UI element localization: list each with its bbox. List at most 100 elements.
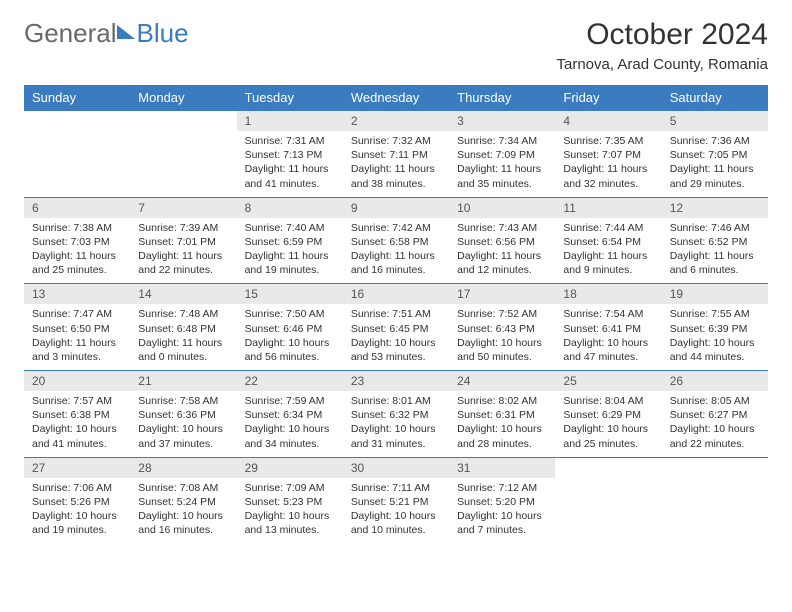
weekday-header: Friday	[555, 85, 661, 111]
calendar-cell: 7Sunrise: 7:39 AMSunset: 7:01 PMDaylight…	[130, 197, 236, 284]
calendar-table: SundayMondayTuesdayWednesdayThursdayFrid…	[24, 85, 768, 543]
day-number: 20	[24, 371, 130, 391]
day-number: 28	[130, 458, 236, 478]
day-content: Sunrise: 7:11 AMSunset: 5:21 PMDaylight:…	[343, 478, 449, 544]
day-number: 16	[343, 284, 449, 304]
day-content: Sunrise: 7:48 AMSunset: 6:48 PMDaylight:…	[130, 304, 236, 370]
day-content: Sunrise: 7:31 AMSunset: 7:13 PMDaylight:…	[237, 131, 343, 197]
day-content: Sunrise: 7:55 AMSunset: 6:39 PMDaylight:…	[662, 304, 768, 370]
calendar-cell	[555, 457, 661, 543]
calendar-cell	[662, 457, 768, 543]
calendar-cell: 21Sunrise: 7:58 AMSunset: 6:36 PMDayligh…	[130, 371, 236, 458]
day-number: 9	[343, 198, 449, 218]
day-number: 31	[449, 458, 555, 478]
day-number: 30	[343, 458, 449, 478]
day-content: Sunrise: 7:06 AMSunset: 5:26 PMDaylight:…	[24, 478, 130, 544]
day-content: Sunrise: 8:04 AMSunset: 6:29 PMDaylight:…	[555, 391, 661, 457]
calendar-cell: 19Sunrise: 7:55 AMSunset: 6:39 PMDayligh…	[662, 284, 768, 371]
calendar-cell: 8Sunrise: 7:40 AMSunset: 6:59 PMDaylight…	[237, 197, 343, 284]
weekday-header: Sunday	[24, 85, 130, 111]
calendar-cell: 25Sunrise: 8:04 AMSunset: 6:29 PMDayligh…	[555, 371, 661, 458]
logo-text-general: General	[24, 18, 117, 49]
day-content: Sunrise: 7:46 AMSunset: 6:52 PMDaylight:…	[662, 218, 768, 284]
calendar-cell: 16Sunrise: 7:51 AMSunset: 6:45 PMDayligh…	[343, 284, 449, 371]
calendar-cell	[24, 111, 130, 198]
weekday-header-row: SundayMondayTuesdayWednesdayThursdayFrid…	[24, 85, 768, 111]
month-title: October 2024	[556, 18, 768, 52]
day-content: Sunrise: 7:59 AMSunset: 6:34 PMDaylight:…	[237, 391, 343, 457]
calendar-body: 1Sunrise: 7:31 AMSunset: 7:13 PMDaylight…	[24, 111, 768, 544]
calendar-row: 20Sunrise: 7:57 AMSunset: 6:38 PMDayligh…	[24, 371, 768, 458]
day-content: Sunrise: 7:32 AMSunset: 7:11 PMDaylight:…	[343, 131, 449, 197]
day-number: 3	[449, 111, 555, 131]
day-number: 26	[662, 371, 768, 391]
day-content: Sunrise: 7:36 AMSunset: 7:05 PMDaylight:…	[662, 131, 768, 197]
logo-triangle-icon	[117, 25, 135, 39]
day-content: Sunrise: 7:52 AMSunset: 6:43 PMDaylight:…	[449, 304, 555, 370]
day-number: 12	[662, 198, 768, 218]
day-number: 27	[24, 458, 130, 478]
day-number: 25	[555, 371, 661, 391]
day-content: Sunrise: 7:58 AMSunset: 6:36 PMDaylight:…	[130, 391, 236, 457]
calendar-cell: 27Sunrise: 7:06 AMSunset: 5:26 PMDayligh…	[24, 457, 130, 543]
calendar-cell: 13Sunrise: 7:47 AMSunset: 6:50 PMDayligh…	[24, 284, 130, 371]
day-content: Sunrise: 7:42 AMSunset: 6:58 PMDaylight:…	[343, 218, 449, 284]
day-content: Sunrise: 7:39 AMSunset: 7:01 PMDaylight:…	[130, 218, 236, 284]
calendar-cell: 30Sunrise: 7:11 AMSunset: 5:21 PMDayligh…	[343, 457, 449, 543]
day-number: 8	[237, 198, 343, 218]
day-number: 11	[555, 198, 661, 218]
day-content: Sunrise: 7:08 AMSunset: 5:24 PMDaylight:…	[130, 478, 236, 544]
day-content: Sunrise: 7:43 AMSunset: 6:56 PMDaylight:…	[449, 218, 555, 284]
calendar-cell: 4Sunrise: 7:35 AMSunset: 7:07 PMDaylight…	[555, 111, 661, 198]
calendar-cell: 9Sunrise: 7:42 AMSunset: 6:58 PMDaylight…	[343, 197, 449, 284]
calendar-cell: 3Sunrise: 7:34 AMSunset: 7:09 PMDaylight…	[449, 111, 555, 198]
calendar-cell: 14Sunrise: 7:48 AMSunset: 6:48 PMDayligh…	[130, 284, 236, 371]
calendar-cell: 28Sunrise: 7:08 AMSunset: 5:24 PMDayligh…	[130, 457, 236, 543]
calendar-cell: 29Sunrise: 7:09 AMSunset: 5:23 PMDayligh…	[237, 457, 343, 543]
day-content: Sunrise: 7:09 AMSunset: 5:23 PMDaylight:…	[237, 478, 343, 544]
title-block: October 2024 Tarnova, Arad County, Roman…	[556, 18, 768, 73]
day-content: Sunrise: 8:02 AMSunset: 6:31 PMDaylight:…	[449, 391, 555, 457]
calendar-cell: 17Sunrise: 7:52 AMSunset: 6:43 PMDayligh…	[449, 284, 555, 371]
day-number: 6	[24, 198, 130, 218]
day-number: 22	[237, 371, 343, 391]
calendar-cell: 24Sunrise: 8:02 AMSunset: 6:31 PMDayligh…	[449, 371, 555, 458]
day-number: 4	[555, 111, 661, 131]
day-number: 21	[130, 371, 236, 391]
day-content: Sunrise: 7:50 AMSunset: 6:46 PMDaylight:…	[237, 304, 343, 370]
weekday-header: Wednesday	[343, 85, 449, 111]
day-content: Sunrise: 7:35 AMSunset: 7:07 PMDaylight:…	[555, 131, 661, 197]
calendar-cell: 20Sunrise: 7:57 AMSunset: 6:38 PMDayligh…	[24, 371, 130, 458]
calendar-cell: 26Sunrise: 8:05 AMSunset: 6:27 PMDayligh…	[662, 371, 768, 458]
logo-text-blue: Blue	[137, 18, 189, 49]
calendar-row: 27Sunrise: 7:06 AMSunset: 5:26 PMDayligh…	[24, 457, 768, 543]
day-number: 14	[130, 284, 236, 304]
weekday-header: Tuesday	[237, 85, 343, 111]
location-text: Tarnova, Arad County, Romania	[556, 56, 768, 73]
day-number: 5	[662, 111, 768, 131]
day-content: Sunrise: 7:44 AMSunset: 6:54 PMDaylight:…	[555, 218, 661, 284]
day-content: Sunrise: 7:51 AMSunset: 6:45 PMDaylight:…	[343, 304, 449, 370]
calendar-cell	[130, 111, 236, 198]
weekday-header: Thursday	[449, 85, 555, 111]
calendar-cell: 18Sunrise: 7:54 AMSunset: 6:41 PMDayligh…	[555, 284, 661, 371]
calendar-cell: 5Sunrise: 7:36 AMSunset: 7:05 PMDaylight…	[662, 111, 768, 198]
calendar-cell: 11Sunrise: 7:44 AMSunset: 6:54 PMDayligh…	[555, 197, 661, 284]
calendar-row: 1Sunrise: 7:31 AMSunset: 7:13 PMDaylight…	[24, 111, 768, 198]
day-content: Sunrise: 7:54 AMSunset: 6:41 PMDaylight:…	[555, 304, 661, 370]
calendar-cell: 10Sunrise: 7:43 AMSunset: 6:56 PMDayligh…	[449, 197, 555, 284]
calendar-row: 13Sunrise: 7:47 AMSunset: 6:50 PMDayligh…	[24, 284, 768, 371]
day-content: Sunrise: 8:01 AMSunset: 6:32 PMDaylight:…	[343, 391, 449, 457]
day-number: 1	[237, 111, 343, 131]
day-number: 17	[449, 284, 555, 304]
calendar-cell: 31Sunrise: 7:12 AMSunset: 5:20 PMDayligh…	[449, 457, 555, 543]
calendar-cell: 6Sunrise: 7:38 AMSunset: 7:03 PMDaylight…	[24, 197, 130, 284]
day-content: Sunrise: 7:57 AMSunset: 6:38 PMDaylight:…	[24, 391, 130, 457]
day-number: 23	[343, 371, 449, 391]
calendar-row: 6Sunrise: 7:38 AMSunset: 7:03 PMDaylight…	[24, 197, 768, 284]
weekday-header: Monday	[130, 85, 236, 111]
day-content: Sunrise: 8:05 AMSunset: 6:27 PMDaylight:…	[662, 391, 768, 457]
weekday-header: Saturday	[662, 85, 768, 111]
day-number: 10	[449, 198, 555, 218]
day-number: 29	[237, 458, 343, 478]
